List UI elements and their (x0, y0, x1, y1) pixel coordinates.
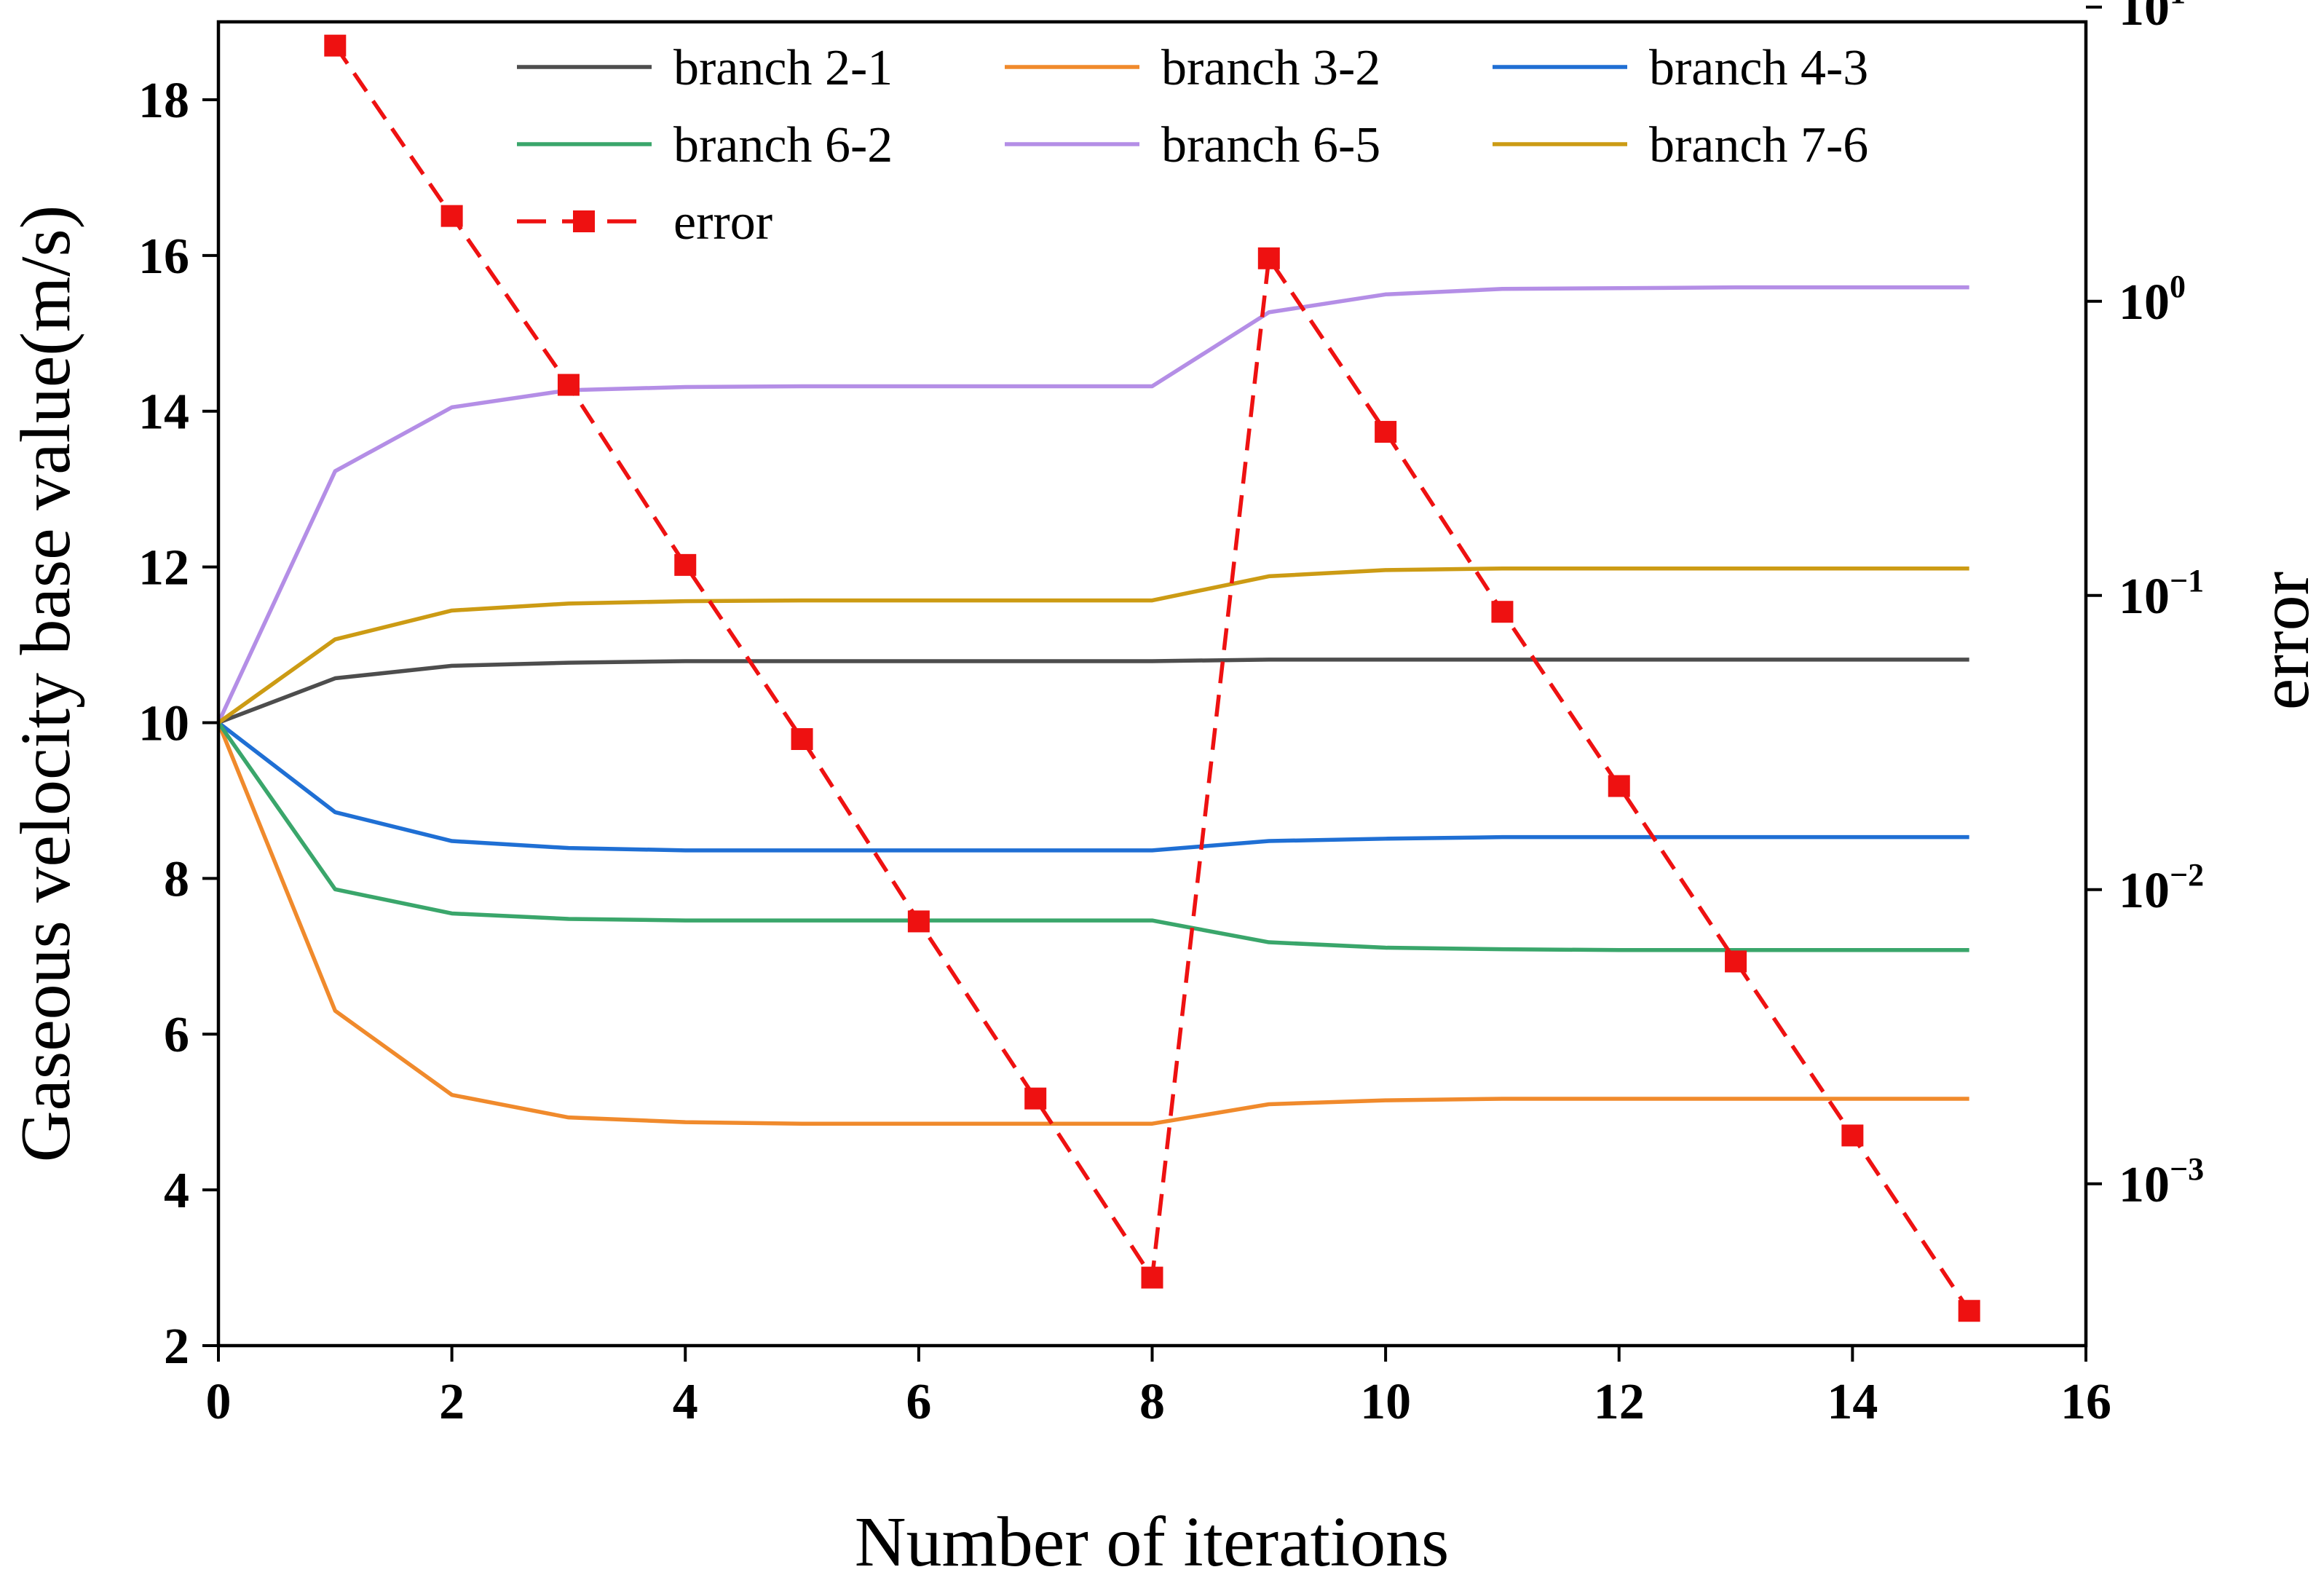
error-line (333, 44, 1971, 1312)
x-tick-label: 12 (1594, 1374, 1645, 1430)
error-point (557, 374, 580, 396)
y2-tick-label: 10−2 (2119, 857, 2204, 919)
legend-marker (573, 210, 595, 232)
series-layer (216, 285, 1969, 1126)
y-tick-label: 10 (138, 695, 189, 751)
error-point (791, 727, 813, 750)
y2-axis-label: error (2245, 572, 2324, 710)
y-tick-label: 8 (164, 851, 189, 907)
x-tick-label: 2 (439, 1374, 465, 1430)
y-tick-label: 4 (164, 1163, 189, 1219)
series-line-branch-3-2 (216, 722, 1969, 1126)
error-point (907, 910, 930, 933)
x-tick-label: 8 (1139, 1374, 1165, 1430)
legend-label: branch 4-3 (1649, 40, 1868, 96)
x-axis-label: Number of iterations (855, 1503, 1449, 1582)
plot-frame (216, 20, 2088, 1348)
series-line-branch-2-1 (218, 658, 1969, 725)
y-tick-label: 18 (138, 73, 189, 129)
y-tick-label: 16 (138, 229, 189, 285)
x-tick-label: 10 (1360, 1374, 1411, 1430)
series-line-branch-6-5 (216, 285, 1969, 724)
error-point (1841, 1124, 1864, 1147)
error-point (1608, 775, 1630, 797)
legend-label: error (673, 194, 772, 250)
y2-tick-label: 10−3 (2119, 1151, 2204, 1213)
error-point (1375, 421, 1397, 443)
error-point (1024, 1087, 1047, 1110)
error-point (1491, 601, 1514, 623)
x-tick-label: 14 (1827, 1374, 1878, 1430)
legend-label: branch 2-1 (673, 40, 893, 96)
legend-label: branch 6-5 (1161, 117, 1380, 173)
x-tick-label: 16 (2060, 1374, 2111, 1430)
y2-axis-ticks: 10−3 10−2 10−1 100 101 (2086, 0, 2204, 1213)
error-layer (324, 34, 1980, 1322)
y2-tick-label: 100 (2119, 269, 2186, 331)
y-tick-label: 12 (138, 540, 189, 596)
legend-label: branch 6-2 (673, 117, 893, 173)
error-point (674, 553, 697, 576)
series-line-branch-4-3 (217, 721, 1969, 853)
x-tick-label: 0 (206, 1374, 232, 1430)
x-tick-label: 6 (906, 1374, 931, 1430)
x-axis-ticks: 0 2 4 6 8 10 12 14 16 (206, 1346, 2111, 1430)
legend-label: branch 3-2 (1161, 40, 1380, 96)
series-line-branch-7-6 (217, 566, 1969, 725)
error-point (324, 34, 347, 57)
y-axis-label: Gaseous velocity base value(m/s) (7, 205, 85, 1162)
y2-tick-label: 101 (2119, 0, 2186, 36)
error-point (440, 205, 463, 227)
legend-label: branch 7-6 (1649, 117, 1868, 173)
error-point (1141, 1266, 1163, 1289)
y-tick-label: 6 (164, 1007, 189, 1063)
legend: branch 2-1 branch 3-2 branch 4-3 branch 6-2… (517, 40, 1868, 250)
error-point (1257, 247, 1280, 269)
series-line-branch-6-2 (216, 721, 1969, 952)
x-tick-label: 4 (673, 1374, 698, 1430)
y-tick-label: 2 (164, 1319, 189, 1375)
error-point (1725, 950, 1747, 973)
y-axis-ticks: 2 4 6 8 10 12 14 16 18 (138, 73, 218, 1375)
y2-tick-label: 10−1 (2119, 563, 2204, 625)
y-tick-label: 14 (138, 384, 189, 441)
error-point (1958, 1300, 1980, 1322)
